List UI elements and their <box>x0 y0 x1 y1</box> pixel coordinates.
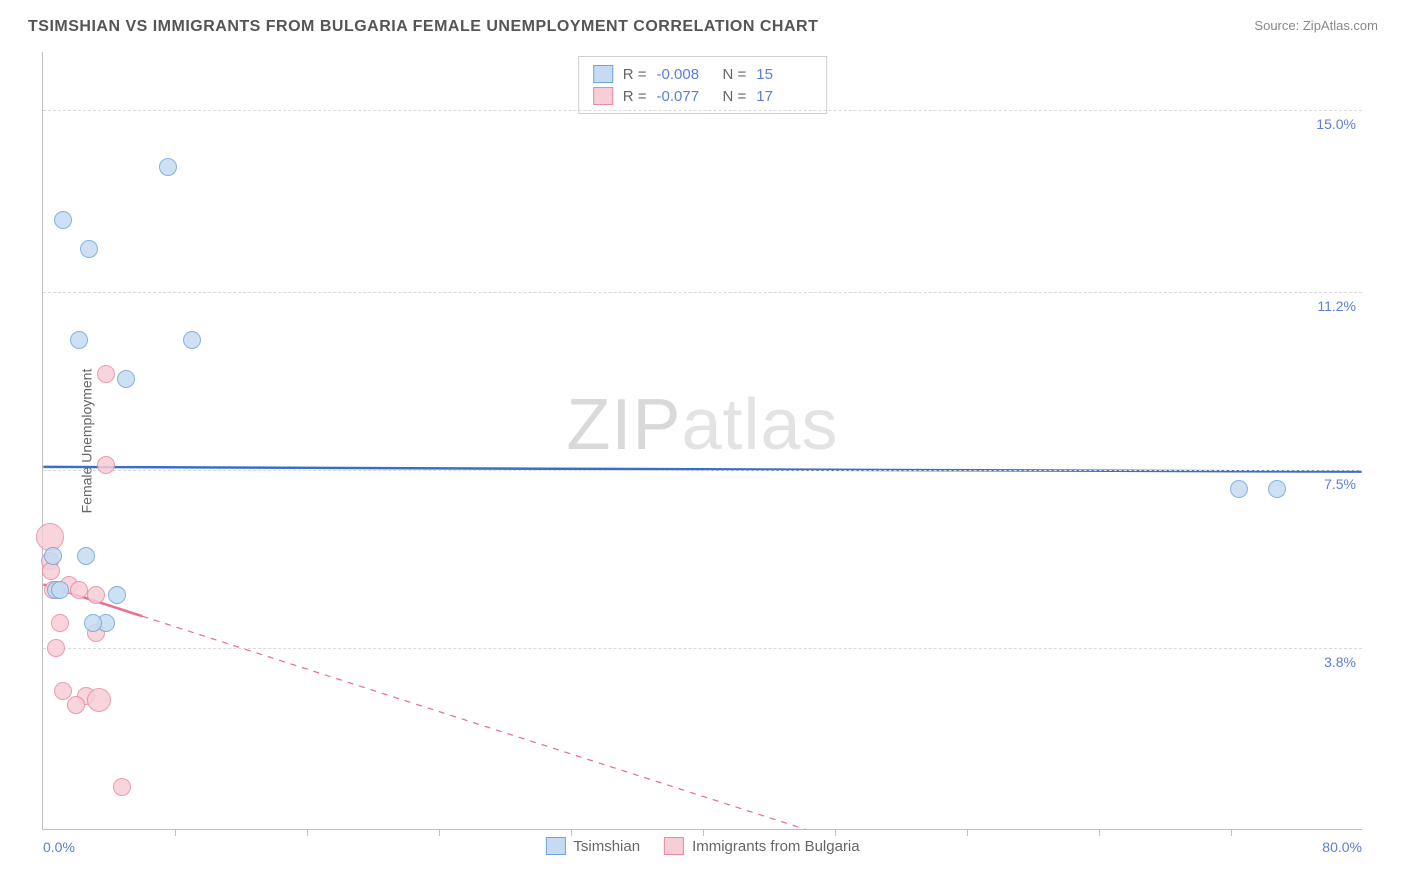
n-label: N = <box>723 66 747 83</box>
data-point <box>70 581 88 599</box>
r-label: R = <box>623 66 647 83</box>
data-point <box>54 211 72 229</box>
n-label: N = <box>723 88 747 105</box>
correlation-legend-row: R = -0.077 N = 17 <box>593 85 813 107</box>
data-point <box>1230 480 1248 498</box>
series-legend-item: Tsimshian <box>545 837 640 855</box>
data-point <box>51 581 69 599</box>
data-point <box>54 682 72 700</box>
plot-area: ZIPatlas R =-0.008N =15R =-0.077N =17 0.… <box>42 52 1362 830</box>
gridline <box>43 470 1362 471</box>
data-point <box>51 614 69 632</box>
trend-lines-layer <box>43 52 1362 829</box>
x-tick <box>703 829 704 836</box>
data-point <box>77 547 95 565</box>
x-tick <box>307 829 308 836</box>
correlation-legend-row: R = -0.008 N = 15 <box>593 63 813 85</box>
x-axis-min-label: 0.0% <box>43 839 75 855</box>
n-value: 15 <box>756 66 812 83</box>
n-value: 17 <box>756 88 812 105</box>
r-value: -0.008 <box>657 66 713 83</box>
correlation-legend: R = -0.008 N = 15 R = -0.077 N = 17 <box>578 56 828 114</box>
data-point <box>159 158 177 176</box>
data-point <box>70 331 88 349</box>
watermark: ZIPatlas <box>566 384 838 466</box>
data-point <box>1268 480 1286 498</box>
series-legend-label: Immigrants from Bulgaria <box>692 838 860 855</box>
data-point <box>67 696 85 714</box>
legend-swatch <box>664 837 684 855</box>
data-point <box>108 586 126 604</box>
data-point <box>97 456 115 474</box>
data-point <box>183 331 201 349</box>
source-label: Source: <box>1254 18 1299 33</box>
y-tick-label: 7.5% <box>1324 476 1356 492</box>
r-label: R = <box>623 88 647 105</box>
series-legend-label: Tsimshian <box>573 838 640 855</box>
data-point <box>87 688 111 712</box>
y-tick-label: 11.2% <box>1317 298 1356 314</box>
x-axis-max-label: 80.0% <box>1322 839 1362 855</box>
gridline <box>43 110 1362 111</box>
series-legend-item: Immigrants from Bulgaria <box>664 837 860 855</box>
gridline <box>43 292 1362 293</box>
data-point <box>113 778 131 796</box>
chart-title: TSIMSHIAN VS IMMIGRANTS FROM BULGARIA FE… <box>28 18 818 36</box>
data-point <box>87 586 105 604</box>
x-tick <box>967 829 968 836</box>
x-tick <box>1231 829 1232 836</box>
watermark-bold: ZIP <box>566 385 681 465</box>
data-point <box>117 370 135 388</box>
gridline <box>43 648 1362 649</box>
y-tick-label: 15.0% <box>1316 116 1356 132</box>
r-value: -0.077 <box>657 88 713 105</box>
data-point <box>80 240 98 258</box>
source-attribution: Source: ZipAtlas.com <box>1254 18 1378 33</box>
x-tick <box>571 829 572 836</box>
legend-swatch <box>593 65 613 83</box>
y-tick-label: 3.8% <box>1324 654 1356 670</box>
data-point <box>47 639 65 657</box>
data-point <box>44 547 62 565</box>
x-tick <box>439 829 440 836</box>
watermark-thin: atlas <box>681 385 838 465</box>
series-legend: Tsimshian Immigrants from Bulgaria <box>545 837 859 855</box>
x-tick <box>175 829 176 836</box>
chart-area: Female Unemployment ZIPatlas R =-0.008N … <box>42 52 1378 830</box>
source-link[interactable]: ZipAtlas.com <box>1303 18 1378 33</box>
data-point <box>84 614 102 632</box>
legend-swatch <box>593 87 613 105</box>
x-tick <box>835 829 836 836</box>
data-point <box>97 365 115 383</box>
x-tick <box>1099 829 1100 836</box>
legend-swatch <box>545 837 565 855</box>
